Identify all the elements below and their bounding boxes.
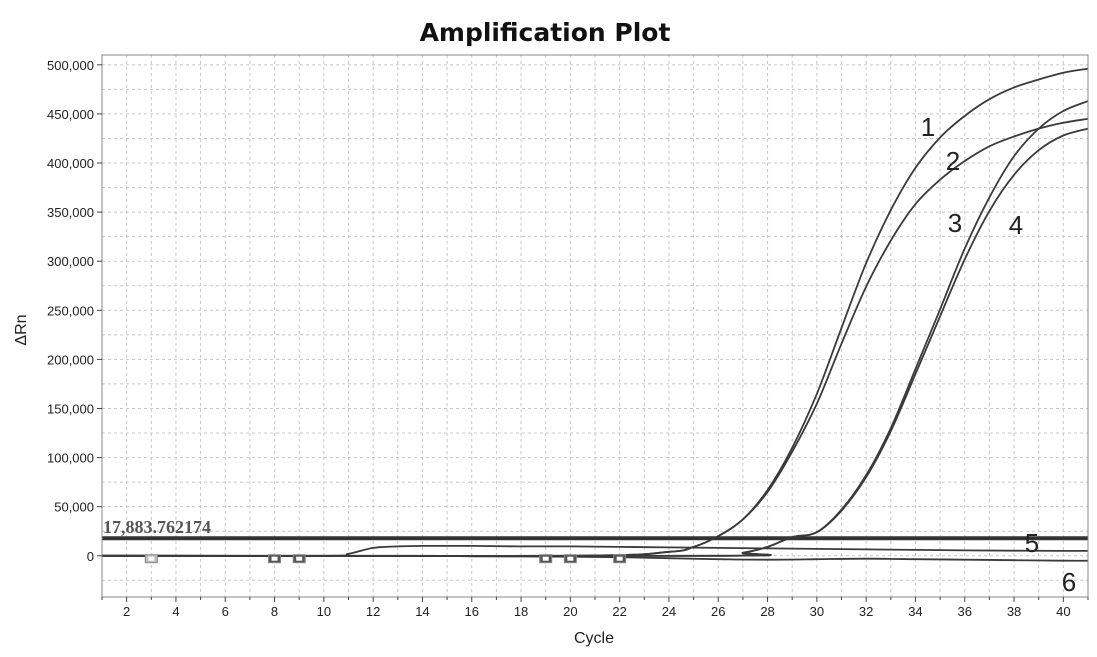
x-tick-label: 4 xyxy=(172,604,179,619)
y-tick-label: 200,000 xyxy=(47,352,94,367)
baseline-marker-inner xyxy=(296,556,303,561)
y-tick-label: 400,000 xyxy=(47,156,94,171)
series-lines xyxy=(101,67,1089,562)
x-axis-ticks: 2 4 6 8 10 12 14 16 18 20 22 24 26 28 30 32 34 36 38 40 xyxy=(101,597,1089,619)
series-label-3: 3 xyxy=(948,208,962,238)
x-tick-label: 18 xyxy=(514,604,528,619)
series-line-6 xyxy=(101,554,1089,562)
x-tick-label: 40 xyxy=(1056,604,1070,619)
y-tick-label: 450,000 xyxy=(47,107,94,122)
x-tick-label: 14 xyxy=(415,604,429,619)
y-tick-label: 500,000 xyxy=(47,58,94,73)
y-tick-label: 250,000 xyxy=(47,303,94,318)
y-tick-label: 50,000 xyxy=(54,500,94,515)
y-tick-label: 100,000 xyxy=(47,451,94,466)
y-tick-label: 0 xyxy=(87,549,94,564)
series-labels: 123 456 xyxy=(921,112,1076,597)
x-tick-label: 12 xyxy=(366,604,380,619)
y-tick-label: 300,000 xyxy=(47,254,94,269)
x-tick-label: 2 xyxy=(123,604,130,619)
y-tick-label: 150,000 xyxy=(47,401,94,416)
y-axis-ticks: 0 50,000 100,000 150,000 200,000 250,000 300,0… xyxy=(47,58,102,564)
threshold: 17,883.762174 xyxy=(102,517,1088,541)
x-tick-label: 20 xyxy=(563,604,577,619)
series-line-5 xyxy=(101,545,1088,557)
x-tick-label: 16 xyxy=(465,604,479,619)
baseline-marker-inner xyxy=(271,556,278,561)
y-axis-label: ΔRn xyxy=(13,314,30,345)
series-label-6: 6 xyxy=(1062,567,1076,597)
series-label-5: 5 xyxy=(1025,528,1039,558)
chart-title: Amplification Plot xyxy=(420,18,671,47)
x-tick-label: 6 xyxy=(222,604,229,619)
series-label-1: 1 xyxy=(921,112,935,142)
baseline-marker-inner xyxy=(567,556,574,561)
y-tick-label: 350,000 xyxy=(47,205,94,220)
threshold-value-label: 17,883.762174 xyxy=(103,517,211,537)
x-axis-label: Cycle xyxy=(574,630,614,647)
x-tick-label: 32 xyxy=(859,604,873,619)
baseline-marker-inner xyxy=(542,556,549,561)
x-tick-label: 22 xyxy=(612,604,626,619)
series-line-2 xyxy=(101,117,1089,557)
baseline-markers xyxy=(144,554,627,564)
x-tick-label: 38 xyxy=(1007,604,1021,619)
x-tick-label: 8 xyxy=(271,604,278,619)
series-label-2: 2 xyxy=(946,146,960,176)
x-tick-label: 28 xyxy=(760,604,774,619)
x-tick-label: 34 xyxy=(908,604,922,619)
x-tick-label: 10 xyxy=(317,604,331,619)
series-label-4: 4 xyxy=(1009,210,1023,240)
baseline-marker-inner xyxy=(148,556,155,561)
x-tick-label: 30 xyxy=(810,604,824,619)
baseline-marker-inner xyxy=(616,556,623,561)
x-tick-label: 26 xyxy=(711,604,725,619)
x-tick-label: 36 xyxy=(958,604,972,619)
x-tick-label: 24 xyxy=(662,604,676,619)
grid xyxy=(101,55,1089,597)
series-line-4 xyxy=(101,127,1089,557)
